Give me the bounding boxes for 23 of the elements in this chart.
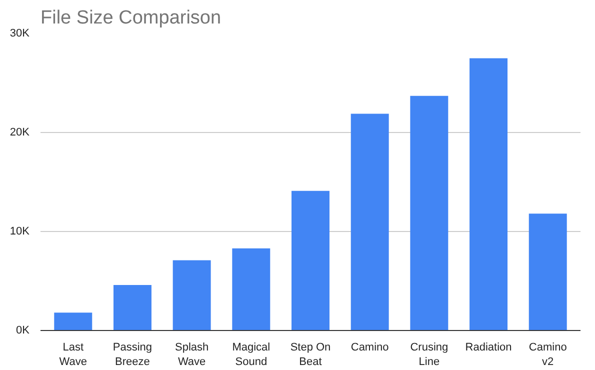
x-tick-label: Magical Sound — [232, 342, 270, 368]
bar — [350, 114, 389, 330]
x-tick-label: Crusing Line — [410, 342, 448, 368]
bar — [54, 312, 92, 330]
y-tick-label: 10K — [10, 226, 30, 238]
x-tick-label: Camino v2 — [528, 342, 567, 368]
bar — [113, 284, 152, 330]
bar — [292, 190, 330, 330]
y-tick-label: 20K — [10, 126, 30, 138]
bar — [232, 248, 270, 330]
x-tick-label: Passing Breeze — [112, 342, 152, 368]
chart-title: File Size Comparison — [40, 8, 222, 28]
x-tick-label: Camino — [350, 342, 389, 354]
bar — [410, 96, 448, 330]
bar — [528, 214, 567, 330]
x-tick-label: Last Wave — [59, 342, 87, 368]
x-tick-label: Step On Beat — [290, 342, 331, 368]
bar — [470, 58, 508, 330]
x-tick-label: Splash Wave — [175, 342, 209, 368]
y-tick-label: 0K — [16, 324, 30, 336]
y-tick-label: 30K — [10, 28, 30, 40]
bar — [172, 260, 211, 330]
x-tick-label: Radiation — [465, 342, 512, 354]
